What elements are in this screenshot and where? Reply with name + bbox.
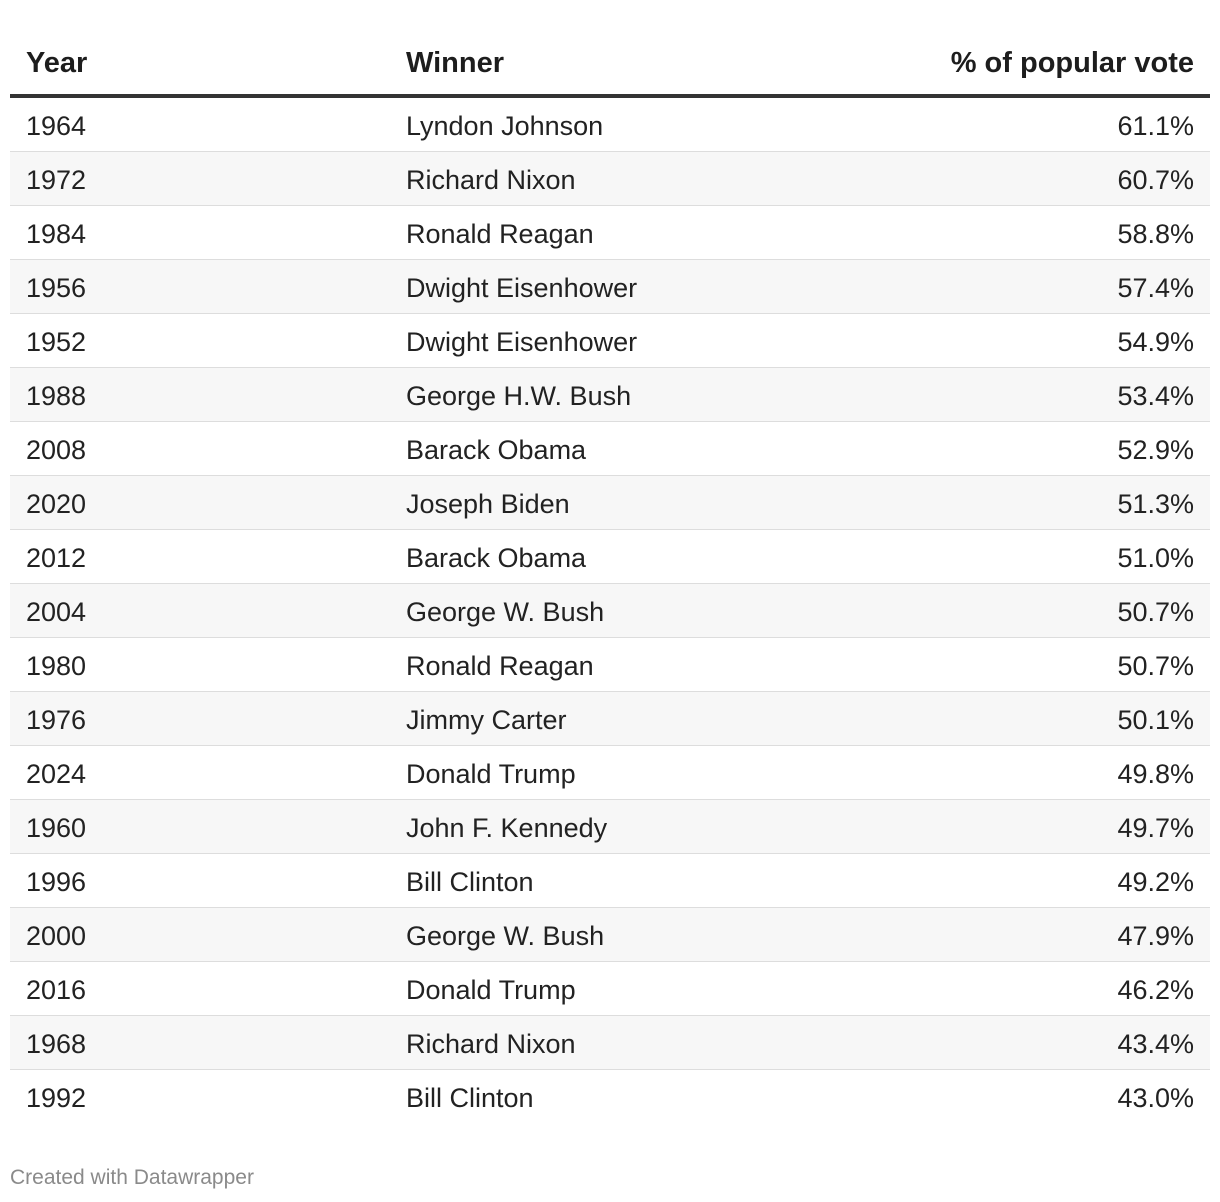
year-cell: 1976 [26, 705, 87, 735]
popular-vote-cell: 60.7% [1117, 165, 1194, 195]
winner-cell: Jimmy Carter [406, 705, 567, 735]
table-header: Year Winner % of popular vote [10, 0, 1210, 98]
popular-vote-cell: 53.4% [1117, 381, 1194, 411]
winner-cell: Richard Nixon [406, 165, 576, 195]
popular-vote-cell: 50.1% [1117, 705, 1194, 735]
table-row: 2012 Barack Obama 51.0% [10, 530, 1210, 584]
year-cell: 1988 [26, 381, 87, 411]
popular-vote-cell: 43.4% [1117, 1029, 1194, 1059]
winner-cell: John F. Kennedy [406, 813, 608, 843]
winner-cell: George W. Bush [406, 597, 605, 627]
year-cell: 2020 [26, 489, 87, 519]
year-cell: 1980 [26, 651, 87, 681]
year-cell: 1996 [26, 867, 87, 897]
table-row: 1984 Ronald Reagan 58.8% [10, 206, 1210, 260]
table-row: 1972 Richard Nixon 60.7% [10, 152, 1210, 206]
winner-cell: Ronald Reagan [406, 219, 594, 249]
table-row: 1976 Jimmy Carter 50.1% [10, 692, 1210, 746]
table-row: 1964 Lyndon Johnson 61.1% [10, 98, 1210, 152]
table-row: 2020 Joseph Biden 51.3% [10, 476, 1210, 530]
winner-cell: Ronald Reagan [406, 651, 594, 681]
table-row: 1980 Ronald Reagan 50.7% [10, 638, 1210, 692]
winner-cell: Dwight Eisenhower [406, 327, 638, 357]
table-row: 2008 Barack Obama 52.9% [10, 422, 1210, 476]
winner-cell: Joseph Biden [406, 489, 570, 519]
year-cell: 2000 [26, 921, 87, 951]
popular-vote-cell: 52.9% [1117, 435, 1194, 465]
year-cell: 1956 [26, 273, 87, 303]
winner-cell: George H.W. Bush [406, 381, 632, 411]
winner-cell: Lyndon Johnson [406, 111, 604, 141]
header-popular-vote: % of popular vote [950, 47, 1194, 79]
table-row: 2004 George W. Bush 50.7% [10, 584, 1210, 638]
popular-vote-cell: 49.8% [1117, 759, 1194, 789]
table-row: 2000 George W. Bush 47.9% [10, 908, 1210, 962]
winner-cell: Donald Trump [406, 759, 576, 789]
winner-cell: Richard Nixon [406, 1029, 576, 1059]
year-cell: 1992 [26, 1083, 87, 1113]
header-winner: Winner [406, 47, 505, 79]
year-cell: 2024 [26, 759, 87, 789]
popular-vote-cell: 46.2% [1117, 975, 1194, 1005]
popular-vote-cell: 61.1% [1117, 111, 1194, 141]
table-row: 1996 Bill Clinton 49.2% [10, 854, 1210, 908]
year-cell: 1960 [26, 813, 87, 843]
popular-vote-cell: 50.7% [1117, 651, 1194, 681]
winner-cell: Barack Obama [406, 435, 587, 465]
year-cell: 1984 [26, 219, 87, 249]
popular-vote-cell: 49.2% [1117, 867, 1194, 897]
year-cell: 2016 [26, 975, 87, 1005]
popular-vote-cell: 57.4% [1117, 273, 1194, 303]
winner-cell: Bill Clinton [406, 1083, 534, 1113]
year-cell: 2004 [26, 597, 87, 627]
year-cell: 1972 [26, 165, 87, 195]
popular-vote-cell: 54.9% [1117, 327, 1194, 357]
table-row: 1992 Bill Clinton 43.0% [10, 1070, 1210, 1124]
winner-cell: Donald Trump [406, 975, 576, 1005]
year-cell: 2008 [26, 435, 87, 465]
popular-vote-cell: 58.8% [1117, 219, 1194, 249]
table-row: 1968 Richard Nixon 43.4% [10, 1016, 1210, 1070]
year-cell: 1968 [26, 1029, 87, 1059]
table-row: 1960 John F. Kennedy 49.7% [10, 800, 1210, 854]
winner-cell: Barack Obama [406, 543, 587, 573]
datawrapper-credit: Created with Datawrapper [10, 1166, 254, 1189]
popular-vote-cell: 51.0% [1117, 543, 1194, 573]
year-cell: 1964 [26, 111, 87, 141]
popular-vote-cell: 47.9% [1117, 921, 1194, 951]
popular-vote-cell: 51.3% [1117, 489, 1194, 519]
table-row: 2024 Donald Trump 49.8% [10, 746, 1210, 800]
winner-cell: George W. Bush [406, 921, 605, 951]
table-row: 1956 Dwight Eisenhower 57.4% [10, 260, 1210, 314]
table-row: 1988 George H.W. Bush 53.4% [10, 368, 1210, 422]
table-body: 1964 Lyndon Johnson 61.1% 1972 Richard Nixon… [10, 98, 1210, 1124]
winner-cell: Bill Clinton [406, 867, 534, 897]
year-cell: 2012 [26, 543, 87, 573]
winner-cell: Dwight Eisenhower [406, 273, 638, 303]
popular-vote-cell: 49.7% [1117, 813, 1194, 843]
year-cell: 1952 [26, 327, 87, 357]
header-year: Year [26, 47, 88, 79]
popular-vote-cell: 43.0% [1117, 1083, 1194, 1113]
popular-vote-cell: 50.7% [1117, 597, 1194, 627]
table-row: 1952 Dwight Eisenhower 54.9% [10, 314, 1210, 368]
table-row: 2016 Donald Trump 46.2% [10, 962, 1210, 1016]
results-table: Year Winner % of popular vote 1964 Lyndon… [10, 0, 1210, 1124]
